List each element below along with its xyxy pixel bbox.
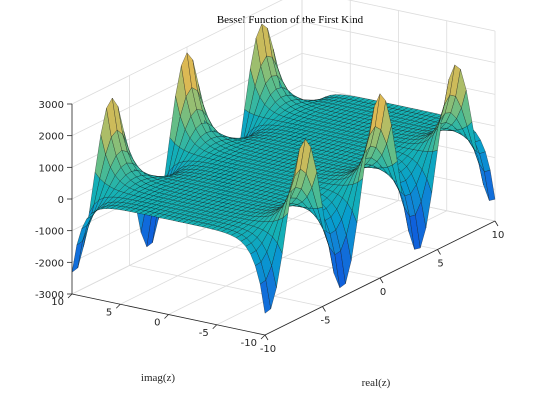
y-tick-mark [212,324,218,330]
floor-gridline-y [168,200,399,315]
side-wall-gridline-z [347,0,496,32]
z-tick-label: -2000 [35,258,64,269]
z-tick-label: -3000 [35,290,64,301]
x-tick-mark [437,249,441,255]
z-tick-label: 1000 [39,163,64,174]
x-tick-label: -5 [321,316,331,327]
y-tick-mark [260,334,266,340]
x-tick-mark [322,306,326,312]
x-tick-mark [264,334,269,341]
z-tick-label: 2000 [39,132,64,143]
x-tick-label: 0 [380,287,386,298]
surface-plot [71,23,496,314]
z-tick-label: -1000 [35,227,64,238]
y-tick-label: 5 [106,307,112,318]
z-tick-label: 0 [58,195,64,206]
chart-title: Bessel Function of the First Kind [217,14,364,26]
y-tick-label: -10 [241,338,257,349]
axis-ticks: -10-50510-10-50510-3000-2000-10000100020… [35,100,504,355]
x-tick-label: 10 [492,230,505,241]
surface-facet [484,169,496,201]
y-tick-label: 0 [154,318,160,329]
y-tick-mark [115,303,121,309]
back-wall-gridline-z [71,0,283,105]
x-tick-mark [494,220,499,227]
surface-facet [71,240,83,273]
x-tick-mark [379,277,384,284]
y-tick-label: 10 [51,297,64,308]
y-axis-label: imag(z) [141,372,176,384]
x-tick-label: 5 [437,259,443,270]
z-tick-label: 3000 [39,100,64,111]
y-tick-mark [164,314,169,319]
x-tick-label: -10 [260,344,276,355]
y-tick-mark [67,293,73,299]
side-wall-gridline-z [301,21,496,64]
y-tick-label: -5 [199,328,209,339]
x-axis-label: real(z) [362,377,391,389]
